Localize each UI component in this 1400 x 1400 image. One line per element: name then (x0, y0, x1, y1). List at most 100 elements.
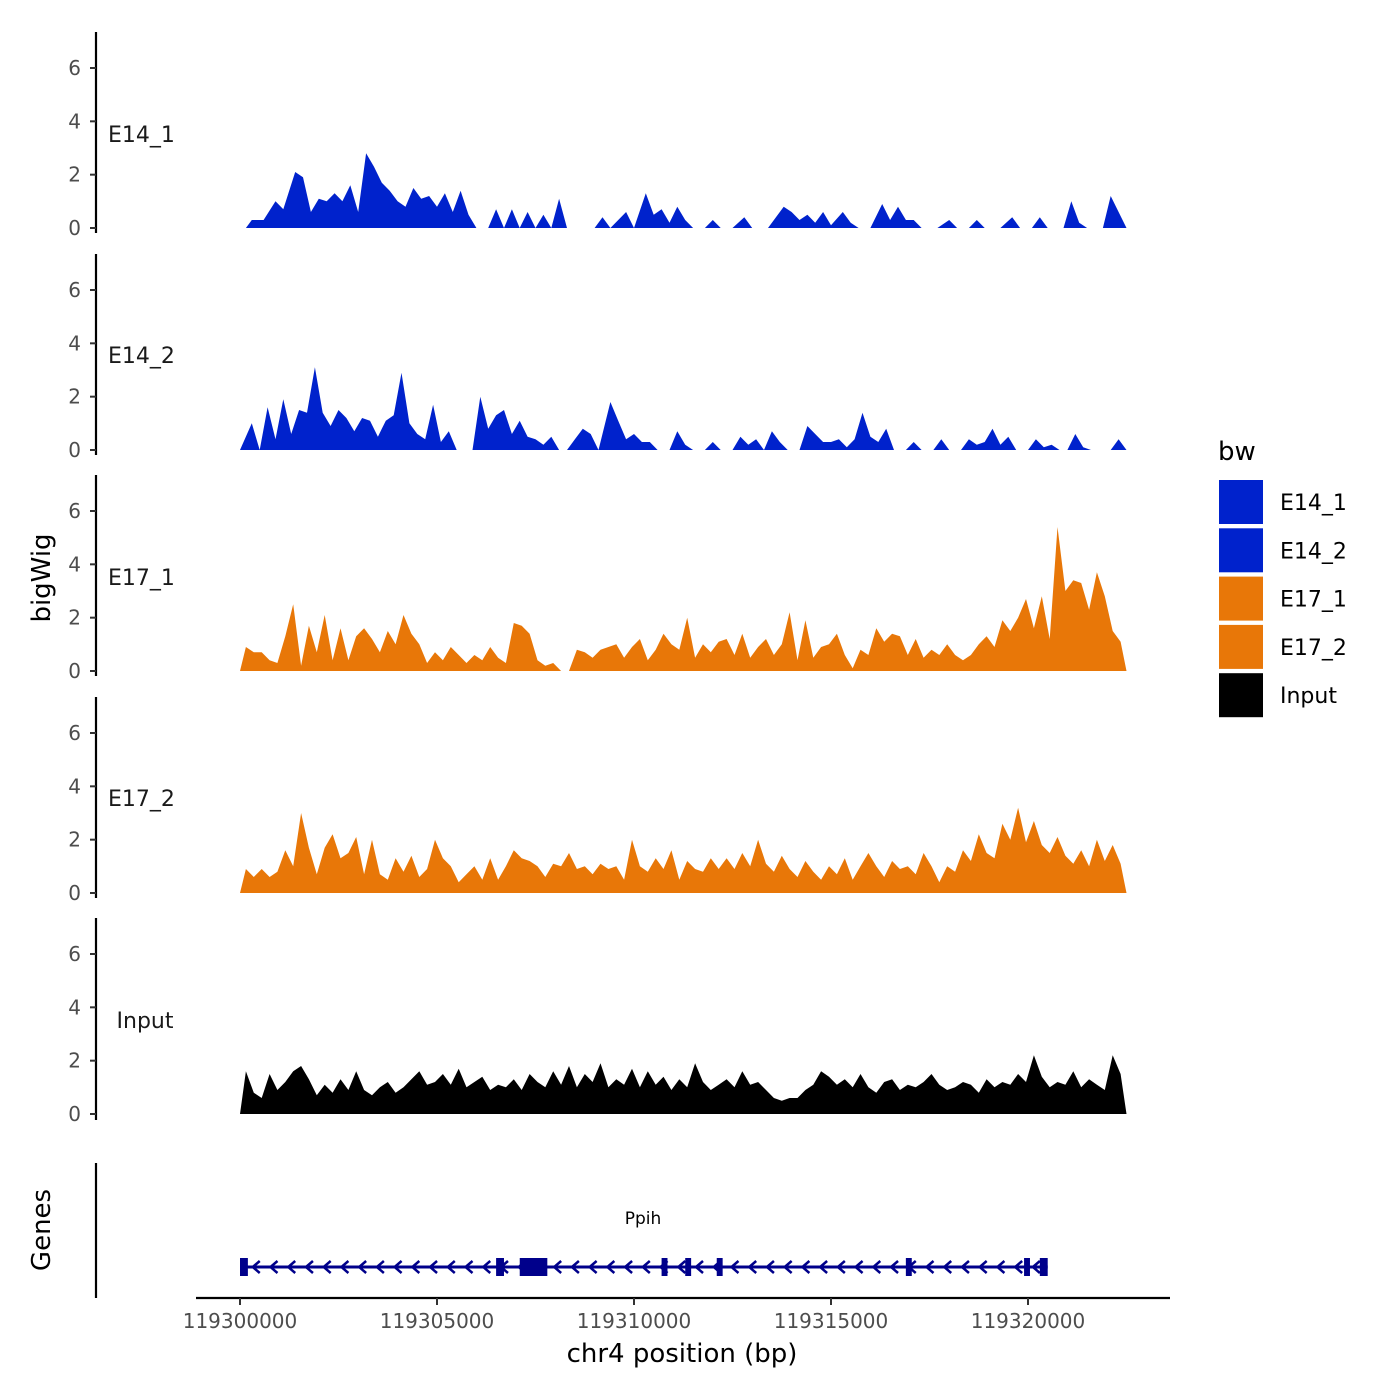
strand-chevron (800, 1260, 811, 1274)
strand-chevron (410, 1260, 421, 1274)
legend: bw E14_1 E14_2 E17_1 E17_2 Input (1218, 437, 1347, 718)
strand-chevron (552, 1260, 562, 1274)
x-tick-label: 119305000 (380, 1309, 495, 1333)
x-axis: 119300000 119305000 119310000 119315000 1193… (183, 1296, 1170, 1369)
gene-exon (685, 1258, 692, 1276)
gene-exon (905, 1258, 912, 1276)
strand-chevron (889, 1260, 899, 1274)
y-tick-label: 6 (68, 942, 81, 966)
strand-chevron (853, 1260, 864, 1274)
gene-exon (661, 1258, 668, 1276)
y-tick-label: 0 (68, 659, 81, 683)
strand-chevron (286, 1260, 297, 1274)
gene-exon (240, 1258, 248, 1276)
strand-chevron (339, 1260, 350, 1274)
legend-label-input: Input (1280, 684, 1337, 709)
strand-chevron (942, 1260, 953, 1274)
strand-chevron (374, 1260, 385, 1274)
y-tick-label: 6 (68, 499, 81, 523)
legend-items: E14_1 E14_2 E17_1 E17_2 Input (1219, 480, 1347, 718)
strand-chevron (995, 1260, 1006, 1274)
gene-exon (716, 1258, 723, 1276)
x-tick-label: 119300000 (183, 1309, 298, 1333)
strand-chevron (623, 1260, 633, 1274)
strand-chevron (587, 1260, 598, 1274)
strand-chevron (924, 1260, 935, 1274)
strand-chevron (640, 1260, 651, 1274)
coverage-area-e14_2 (240, 367, 1127, 450)
strand-chevron (357, 1260, 367, 1274)
y-tick-label: 0 (68, 438, 81, 462)
y-tick-label: 2 (68, 385, 81, 409)
track-input: 0 2 4 6 Input (68, 918, 1127, 1126)
y-tick-label: 6 (68, 56, 81, 80)
legend-swatch-e17_1 (1219, 576, 1263, 621)
legend-swatch-e14_2 (1219, 528, 1263, 573)
strand-chevron (676, 1260, 687, 1274)
gene-exon (496, 1258, 504, 1276)
track-e17_1: 0 2 4 6 E17_1 (68, 475, 1127, 683)
gene-exon (1039, 1258, 1048, 1276)
y-tick-label: 6 (68, 721, 81, 745)
strand-chevron (977, 1260, 988, 1274)
legend-label-e17_1: E17_1 (1280, 588, 1347, 613)
x-tick-label: 119310000 (577, 1309, 692, 1333)
y-tick-label: 4 (68, 552, 81, 576)
legend-swatch-e17_2 (1219, 624, 1263, 669)
track-label-e14_2: E14_2 (108, 344, 175, 369)
track-e14_1: 0 2 4 6 E14_1 (68, 32, 1127, 240)
strand-chevron (871, 1260, 882, 1274)
strand-chevron (835, 1260, 846, 1274)
gene-model (240, 1258, 1048, 1276)
strand-chevron (818, 1260, 828, 1274)
coverage-tracks: 0 2 4 6 E14_1 0 2 4 6 E14_2 0 2 4 6 E17_1 0 2 4 6 E17_2 0 2 4 6… (68, 32, 1127, 1126)
strand-chevron (268, 1260, 279, 1274)
y-tick-label: 2 (68, 828, 81, 852)
y-tick-label: 2 (68, 1049, 81, 1073)
gene-exon (1024, 1258, 1030, 1276)
strand-chevron (250, 1260, 261, 1274)
strand-chevron (304, 1260, 314, 1274)
x-axis-ticks: 119300000 119305000 119310000 119315000 1193… (183, 1298, 1086, 1333)
legend-label-e14_2: E14_2 (1280, 539, 1347, 564)
y-tick-label: 0 (68, 881, 81, 905)
track-label-e17_1: E17_1 (108, 566, 175, 591)
gene-exon (519, 1258, 548, 1276)
strand-chevron (428, 1260, 438, 1274)
y-tick-label: 4 (68, 331, 81, 355)
strand-chevron (765, 1260, 775, 1274)
y-tick-label: 4 (68, 774, 81, 798)
strand-chevron (960, 1260, 970, 1274)
strand-chevron (1030, 1260, 1041, 1274)
y-tick-label: 6 (68, 278, 81, 302)
track-e14_2: 0 2 4 6 E14_2 (68, 254, 1127, 462)
coverage-area-e17_1 (240, 527, 1127, 671)
track-label-e14_1: E14_1 (108, 123, 175, 148)
y-axis-title: bigWig (27, 533, 57, 622)
legend-swatch-e14_1 (1219, 480, 1263, 524)
coverage-area-e14_1 (245, 153, 1127, 228)
x-tick-label: 119315000 (774, 1309, 889, 1333)
genes-panel: Genes Ppih (27, 1163, 1048, 1298)
legend-label-e14_1: E14_1 (1280, 491, 1347, 516)
coverage-area-input (240, 1055, 1127, 1114)
strand-chevron (782, 1260, 793, 1274)
y-tick-label: 4 (68, 995, 81, 1019)
strand-chevron (1013, 1260, 1023, 1274)
strand-chevron (694, 1260, 704, 1274)
x-tick-label: 119320000 (971, 1309, 1086, 1333)
y-tick-label: 4 (68, 109, 81, 133)
gene-label: Ppih (625, 1209, 662, 1229)
strand-chevron (392, 1260, 403, 1274)
genes-panel-title: Genes (27, 1189, 57, 1271)
strand-chevron (321, 1260, 332, 1274)
strand-chevron (463, 1260, 474, 1274)
strand-chevron (747, 1260, 758, 1274)
strand-chevron (729, 1260, 740, 1274)
x-axis-title: chr4 position (bp) (567, 1339, 798, 1369)
track-label-e17_2: E17_2 (108, 787, 175, 812)
y-tick-label: 0 (68, 1102, 81, 1126)
y-tick-label: 0 (68, 216, 81, 240)
coverage-area-e17_2 (240, 807, 1127, 893)
